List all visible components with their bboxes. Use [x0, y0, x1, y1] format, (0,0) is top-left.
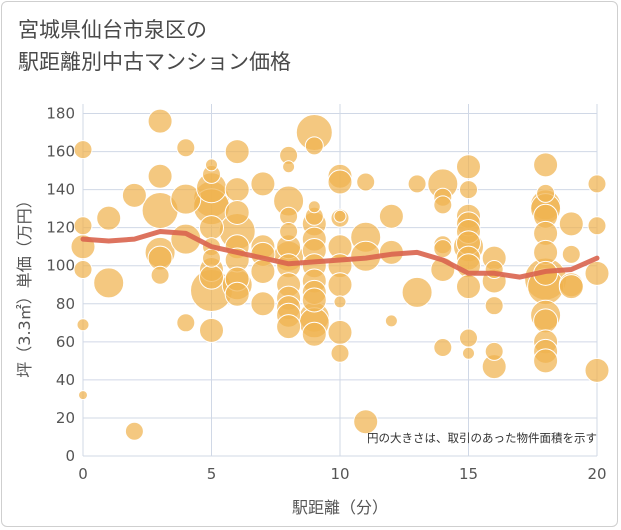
bubble-point [78, 390, 88, 401]
bubble-point [176, 138, 196, 158]
bubble-point [147, 163, 173, 189]
bubble-point [353, 409, 379, 435]
bubble-point [250, 258, 276, 284]
bubble-point [224, 281, 250, 307]
bubble-point [307, 200, 321, 214]
bubble-point [199, 264, 224, 290]
bubble-point [224, 139, 250, 165]
bubble-series [70, 108, 610, 441]
chart-title-line-2: 駅距離別中古マンション価格 [18, 50, 291, 74]
bubble-point [484, 296, 504, 316]
bubble-point [533, 308, 559, 334]
bubble-point [558, 274, 584, 300]
bubble-point [533, 152, 559, 178]
bubble-point [456, 274, 481, 300]
bubble-point [202, 248, 221, 268]
bubble-point [327, 272, 353, 298]
bubble-point [433, 338, 453, 358]
bubble-point [301, 287, 327, 313]
chart-title: 宮城県仙台市泉区の 駅距離別中古マンション価格 [18, 14, 291, 78]
bubble-point [533, 239, 559, 265]
y-tick-label: 80 [56, 295, 75, 313]
bubble-point [327, 319, 353, 345]
bubble-point [456, 154, 481, 180]
bubble-point [333, 209, 347, 223]
bubble-point [150, 265, 170, 285]
bubble-point [199, 215, 224, 241]
bubble-point [587, 174, 607, 194]
bubble-point [433, 195, 453, 215]
bubble-point [561, 244, 581, 264]
x-axis-label: 駅距離（分） [292, 498, 388, 517]
bubble-point [378, 203, 404, 229]
x-tick-label: 0 [78, 465, 88, 483]
bubble-size-note: 円の大きさは、取引のあった物件面積を示す [367, 431, 597, 445]
y-tick-label: 120 [46, 219, 75, 237]
bubble-point [333, 295, 347, 309]
bubble-point [459, 180, 478, 200]
bubble-point [147, 108, 173, 134]
y-tick-label: 40 [56, 371, 75, 389]
bubble-point [250, 291, 276, 317]
bubble-point [73, 140, 93, 160]
bubble-point [462, 346, 475, 360]
chart-title-line-1: 宮城県仙台市泉区の [18, 18, 207, 42]
bubble-point [276, 314, 302, 340]
bubble-point [224, 177, 250, 203]
y-tick-label: 0 [65, 447, 75, 465]
bubble-point [279, 221, 299, 241]
bubble-point [304, 136, 324, 156]
bubble-point [250, 171, 276, 197]
bubble-point [93, 267, 125, 299]
bubble-point [224, 199, 250, 225]
bubble-point [205, 158, 218, 172]
bubble-point [176, 313, 196, 333]
bubble-point [584, 260, 610, 286]
bubble-point [73, 216, 93, 236]
bubble-point [407, 174, 427, 194]
bubble-point [330, 343, 350, 363]
bubble-point [199, 317, 224, 343]
bubble-point [401, 276, 433, 308]
bubble-point [484, 341, 504, 361]
x-tick-label: 15 [459, 465, 478, 483]
bubble-point [124, 421, 144, 441]
bubble-point [73, 260, 93, 280]
x-tick-label: 10 [330, 465, 349, 483]
bubble-point [433, 239, 453, 259]
bubble-point [533, 348, 559, 374]
y-axis-ticks: 0 20 40 60 80 100 120 140 160 180 [46, 105, 75, 465]
y-tick-label: 60 [56, 333, 75, 351]
bubble-point [96, 205, 122, 231]
y-tick-label: 140 [46, 181, 75, 199]
bubble-point [459, 328, 478, 348]
bubble-point [282, 160, 296, 174]
x-tick-label: 5 [207, 465, 217, 483]
bubble-point [384, 314, 398, 328]
y-tick-label: 100 [46, 257, 75, 275]
y-tick-label: 160 [46, 143, 75, 161]
bubble-point [558, 211, 584, 237]
bubble-point [121, 182, 147, 208]
y-tick-label: 20 [56, 409, 75, 427]
x-axis-ticks: 0 5 10 15 20 [78, 465, 606, 483]
bubble-point [584, 357, 610, 383]
average-price-trend-line [80, 229, 600, 280]
y-axis-label: 坪（3.3㎡）単価（万円） [15, 192, 34, 377]
bubble-point [170, 183, 202, 215]
bubble-point [587, 216, 607, 236]
bubble-point [301, 321, 327, 347]
x-tick-label: 20 [587, 465, 606, 483]
bubble-point [356, 172, 376, 192]
y-tick-label: 180 [46, 105, 75, 123]
bubble-point [536, 183, 556, 203]
bubble-point [76, 318, 90, 332]
bubble-point [327, 169, 353, 195]
